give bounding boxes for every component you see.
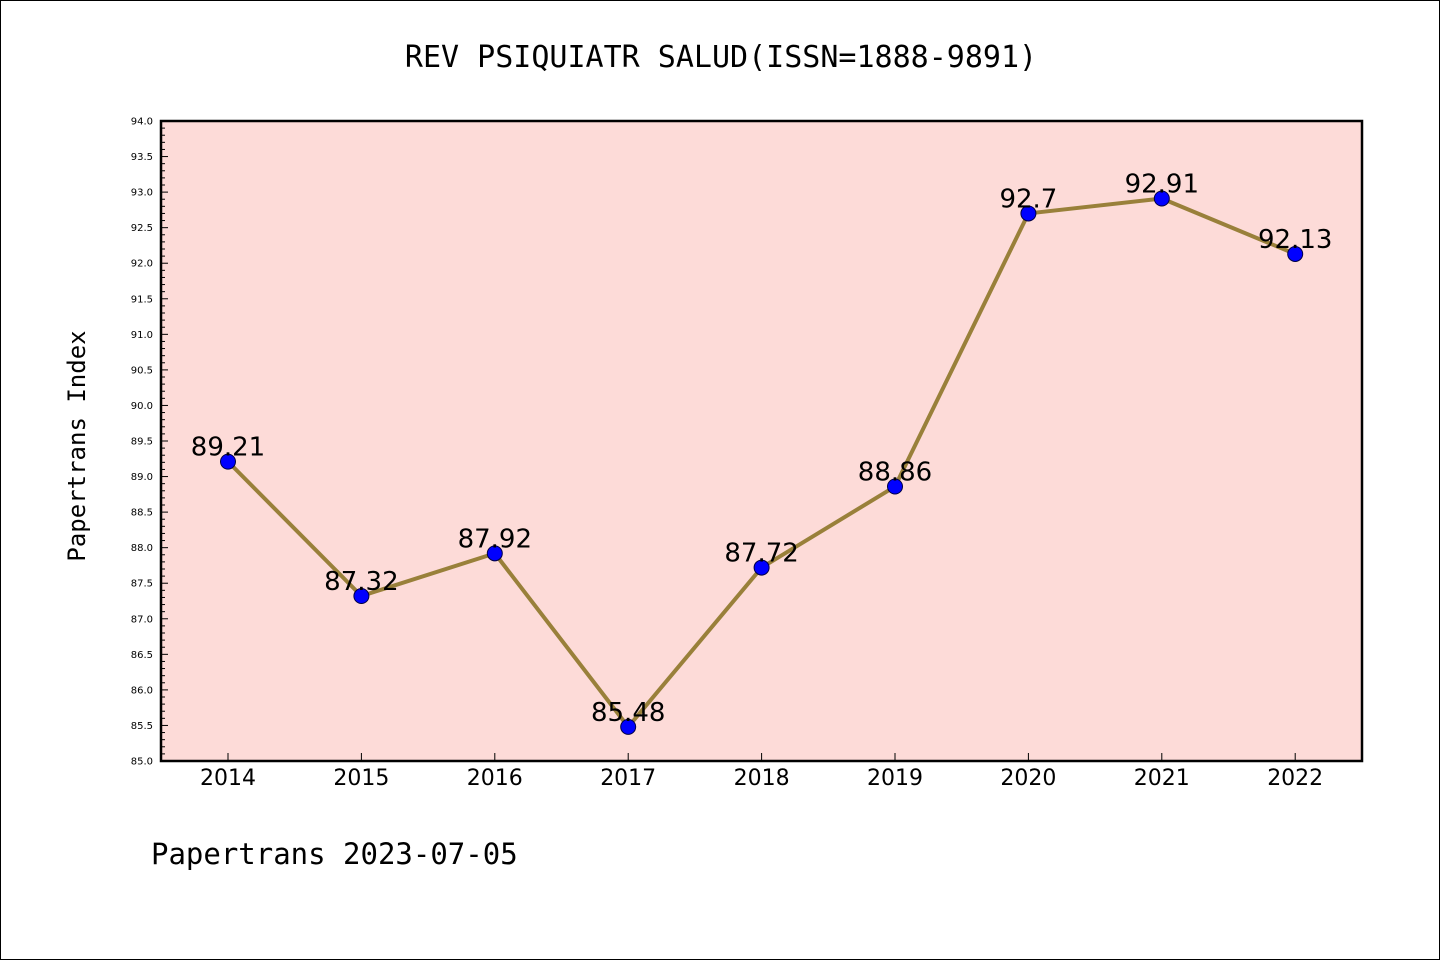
y-tick-label: 92.0 [131,259,153,270]
data-label: 92.91 [1125,170,1199,200]
data-label: 87.72 [724,539,798,569]
y-tick-label: 85.5 [131,721,153,732]
y-tick-label: 89.0 [131,472,153,483]
data-label: 87.92 [458,524,532,554]
data-point [1153,190,1170,207]
x-tick-label: 2015 [333,766,389,791]
y-tick-label: 87.0 [131,614,153,625]
x-tick-label: 2021 [1134,766,1190,791]
chart-title: REV PSIQUIATR SALUD(ISSN=1888-9891) [405,40,1037,75]
y-tick-label: 86.0 [131,685,153,696]
y-tick-label: 92.5 [131,223,153,234]
x-tick-label: 2019 [867,766,923,791]
series-papertrans-index: 89.21 87.32 87.92 85.48 87.72 88.86 92.7 92.91 9… [191,170,1332,735]
y-tick-label: 90.5 [131,365,153,376]
x-axis: 2014 2015 2016 2017 2018 2019 2020 2021 2022 [200,753,1323,791]
y-tick-label: 91.0 [131,330,153,341]
y-tick-label: 88.0 [131,543,153,554]
y-tick-label: 94.0 [131,117,153,128]
data-point [887,478,903,495]
data-point [1287,245,1304,262]
plot-area [159,119,1364,763]
y-tick-label: 85.0 [131,757,153,768]
data-point [353,588,370,605]
y-tick-label: 93.0 [131,188,153,199]
x-tick-label: 2022 [1267,766,1323,791]
data-label: 92.13 [1258,225,1332,255]
data-label: 89.21 [191,433,265,463]
data-point [620,718,637,735]
y-axis-label: Papertrans Index [63,330,91,561]
data-label: 87.32 [324,567,398,597]
x-tick-label: 2020 [1000,766,1056,791]
data-point [753,559,770,576]
data-label: 85.48 [591,698,665,728]
y-axis: 85.0 85.5 86.0 86.5 87.0 87.5 88.0 88.5 89.0 89.5… [131,117,168,768]
x-tick-label: 2018 [734,766,790,791]
y-tick-label: 88.5 [131,508,153,519]
y-tick-label: 86.5 [131,650,153,661]
y-tick-label: 87.5 [131,579,153,590]
data-label: 88.86 [858,458,932,488]
y-tick-label: 89.5 [131,437,153,448]
y-tick-label: 93.5 [131,152,153,163]
y-tick-label: 91.5 [131,294,153,305]
y-tick-label: 90.0 [131,401,153,412]
data-label: 92.7 [999,184,1057,214]
x-tick-label: 2014 [200,766,256,791]
footer-date: Papertrans 2023-07-05 [151,837,518,871]
x-tick-label: 2017 [600,766,656,791]
data-point [220,453,236,470]
data-point [1020,205,1037,222]
x-tick-label: 2016 [467,766,523,791]
data-point [486,545,503,562]
